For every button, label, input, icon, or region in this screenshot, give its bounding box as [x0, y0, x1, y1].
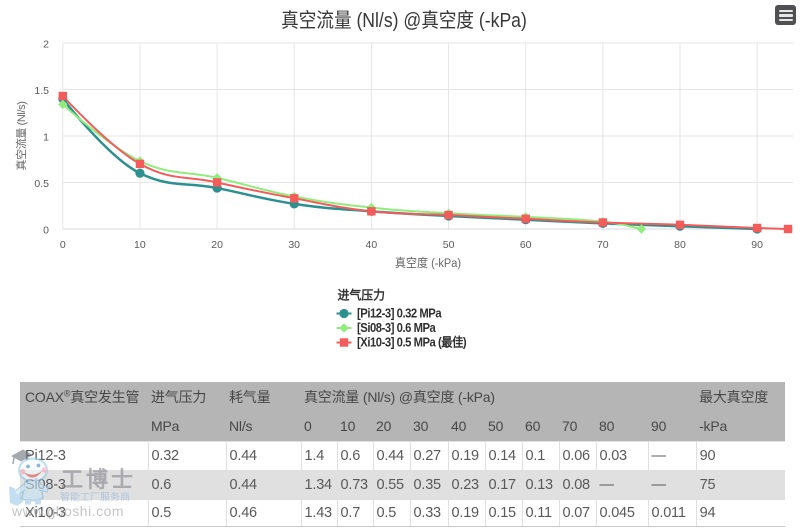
svg-text:40: 40: [366, 239, 378, 251]
svg-text:www.gboshi.com: www.gboshi.com: [11, 503, 124, 519]
svg-text:80: 80: [674, 239, 686, 251]
svg-text:[Pi12-3] 0.32 MPa: [Pi12-3] 0.32 MPa: [357, 306, 442, 321]
svg-text:60: 60: [520, 239, 532, 251]
svg-text:2: 2: [43, 39, 49, 51]
svg-text:50: 50: [443, 239, 455, 251]
svg-text:[Xi10-3] 0.5 MPa (最佳): [Xi10-3] 0.5 MPa (最佳): [357, 335, 467, 350]
svg-text:0: 0: [60, 239, 66, 251]
svg-text:90: 90: [751, 239, 763, 251]
svg-text:1: 1: [43, 132, 49, 144]
svg-text:1.5: 1.5: [34, 85, 49, 97]
svg-text:真空度 (-kPa): 真空度 (-kPa): [395, 256, 461, 271]
svg-text:70: 70: [597, 239, 609, 251]
svg-text:30: 30: [288, 239, 300, 251]
svg-text:真空流量 (Nl/s): 真空流量 (Nl/s): [14, 102, 28, 171]
svg-text:智能工厂服务商: 智能工厂服务商: [60, 491, 130, 504]
svg-text:10: 10: [134, 239, 146, 251]
svg-text:[Si08-3] 0.6 MPa: [Si08-3] 0.6 MPa: [357, 320, 436, 335]
svg-text:0: 0: [43, 225, 49, 237]
svg-text:工博士: 工博士: [61, 467, 136, 492]
svg-text:进气压力: 进气压力: [338, 287, 385, 302]
svg-text:0.5: 0.5: [34, 178, 49, 190]
svg-text:20: 20: [211, 239, 223, 251]
